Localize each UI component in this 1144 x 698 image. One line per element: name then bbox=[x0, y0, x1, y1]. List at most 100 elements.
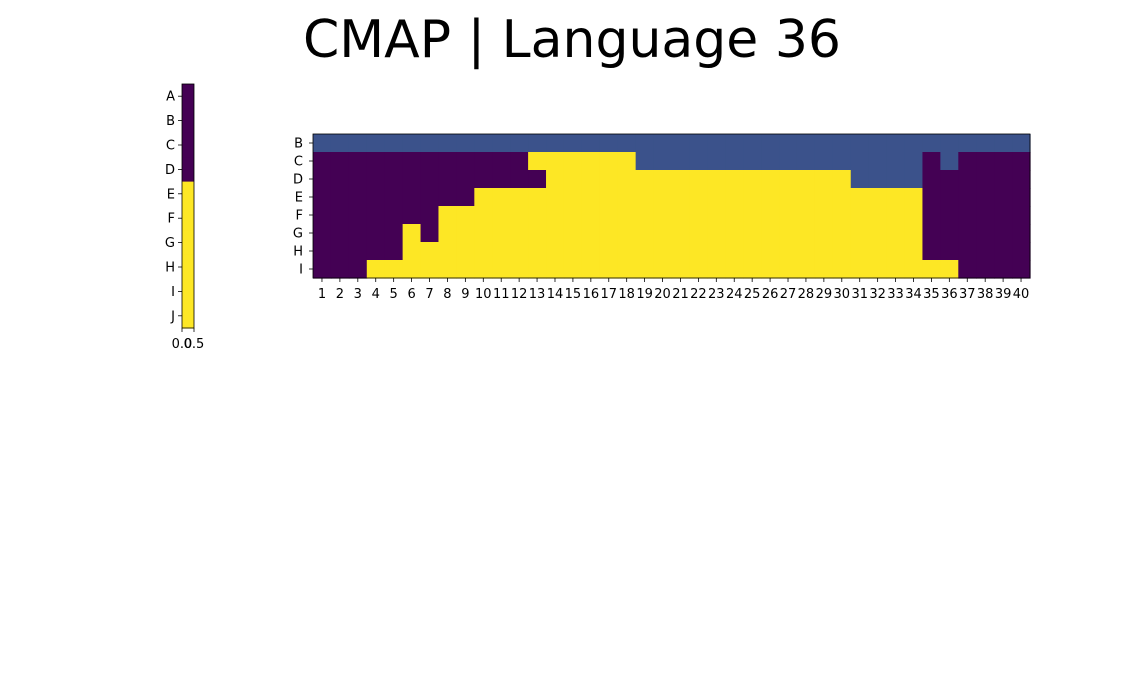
heatmap-x-tick-label: 4 bbox=[372, 287, 380, 302]
heatmap-cell bbox=[653, 242, 673, 261]
heatmap-cell bbox=[761, 188, 780, 207]
heatmap-cell bbox=[438, 188, 457, 207]
heatmap-cell bbox=[707, 188, 726, 207]
heatmap-cell bbox=[402, 170, 422, 189]
heatmap-cell bbox=[743, 188, 762, 207]
heatmap-cell bbox=[348, 152, 368, 171]
heatmap-cell bbox=[796, 224, 816, 243]
heatmap-cell bbox=[653, 206, 673, 225]
heatmap-cell bbox=[779, 170, 798, 189]
heatmap-y-tick-label: I bbox=[299, 263, 303, 278]
heatmap-cell bbox=[904, 170, 924, 189]
heatmap-cell bbox=[671, 206, 691, 225]
strip-cell bbox=[182, 254, 194, 280]
heatmap-x-tick-label: 35 bbox=[923, 287, 940, 302]
heatmap-cell bbox=[886, 206, 906, 225]
heatmap-cell bbox=[313, 206, 332, 225]
heatmap-x-tick-label: 25 bbox=[744, 287, 761, 302]
heatmap-cell bbox=[779, 134, 798, 153]
heatmap-cell bbox=[725, 170, 744, 189]
heatmap-cell bbox=[958, 206, 977, 225]
heatmap-cell bbox=[796, 170, 816, 189]
heatmap-cell bbox=[546, 188, 565, 207]
heatmap-cell bbox=[994, 134, 1013, 153]
strip-y-tick-label: H bbox=[165, 261, 175, 276]
heatmap-cell bbox=[456, 134, 475, 153]
strip-y-tick-label: G bbox=[165, 236, 175, 251]
heatmap-cell bbox=[958, 170, 977, 189]
heatmap-x-tick-label: 8 bbox=[443, 287, 451, 302]
heatmap-cell bbox=[474, 152, 493, 171]
heatmap-cell bbox=[474, 188, 493, 207]
heatmap-cell bbox=[743, 206, 762, 225]
heatmap-cell bbox=[779, 152, 798, 171]
strip-cell bbox=[182, 230, 194, 256]
heatmap-cell bbox=[438, 134, 457, 153]
heatmap-cell bbox=[671, 188, 691, 207]
heatmap-cell bbox=[958, 260, 977, 279]
heatmap-cell bbox=[313, 152, 332, 171]
heatmap-x-tick-label: 33 bbox=[887, 287, 904, 302]
heatmap-x-tick-label: 19 bbox=[636, 287, 653, 302]
heatmap-cell bbox=[617, 206, 637, 225]
heatmap-x-tick-label: 28 bbox=[798, 287, 815, 302]
heatmap-cell bbox=[474, 224, 493, 243]
heatmap-cell bbox=[868, 152, 888, 171]
heatmap-cell bbox=[725, 242, 744, 261]
heatmap-cell bbox=[689, 152, 708, 171]
heatmap-cell bbox=[420, 134, 440, 153]
heatmap-cell bbox=[546, 170, 565, 189]
heatmap-cell bbox=[850, 188, 870, 207]
heatmap-cell bbox=[671, 134, 691, 153]
heatmap-cell bbox=[761, 242, 780, 261]
heatmap-x-tick-label: 15 bbox=[565, 287, 582, 302]
heatmap-cell bbox=[796, 242, 816, 261]
heatmap-cell bbox=[958, 152, 977, 171]
heatmap-cell bbox=[725, 260, 744, 279]
strip-y-tick-label: C bbox=[166, 139, 175, 154]
heatmap-cell bbox=[994, 206, 1013, 225]
heatmap-cell bbox=[868, 242, 888, 261]
heatmap-cell bbox=[330, 170, 350, 189]
heatmap-cell bbox=[581, 188, 601, 207]
heatmap-cell bbox=[976, 152, 995, 171]
heatmap-cell bbox=[599, 152, 619, 171]
heatmap-cell bbox=[330, 206, 350, 225]
heatmap-x-tick-label: 9 bbox=[461, 287, 469, 302]
heatmap-cell bbox=[761, 170, 780, 189]
heatmap-cell bbox=[743, 134, 762, 153]
heatmap-cell bbox=[1012, 152, 1031, 171]
heatmap-x-tick-label: 12 bbox=[511, 287, 528, 302]
heatmap-cell bbox=[510, 260, 529, 279]
heatmap-x-tick-label: 23 bbox=[708, 287, 725, 302]
heatmap-cell bbox=[976, 134, 995, 153]
heatmap-x-tick-label: 37 bbox=[959, 287, 976, 302]
heatmap-cell bbox=[546, 206, 565, 225]
heatmap-x-tick-label: 11 bbox=[493, 287, 510, 302]
heatmap-cell bbox=[617, 260, 637, 279]
heatmap-cell bbox=[456, 152, 475, 171]
heatmap-cell bbox=[707, 224, 726, 243]
heatmap-cell bbox=[366, 206, 386, 225]
heatmap-cell bbox=[1012, 224, 1031, 243]
heatmap-cell bbox=[528, 152, 547, 171]
heatmap-cell bbox=[635, 260, 655, 279]
heatmap-cell bbox=[1012, 170, 1031, 189]
heatmap-cell bbox=[796, 260, 816, 279]
strip-cell bbox=[182, 279, 194, 305]
heatmap-cell bbox=[958, 134, 977, 153]
strip-cell bbox=[182, 132, 194, 158]
heatmap-y-tick-label: H bbox=[293, 245, 303, 260]
heatmap-cell bbox=[707, 134, 726, 153]
heatmap-cell bbox=[886, 170, 906, 189]
heatmap-cell bbox=[366, 152, 386, 171]
strip-x-tick-label: 0.0 bbox=[172, 337, 193, 352]
strip-y-tick-label: E bbox=[167, 187, 175, 202]
heatmap-cell bbox=[958, 188, 977, 207]
heatmap-cell bbox=[599, 134, 619, 153]
heatmap-x-tick-label: 29 bbox=[816, 287, 833, 302]
heatmap-cell bbox=[635, 224, 655, 243]
heatmap-cell bbox=[330, 152, 350, 171]
